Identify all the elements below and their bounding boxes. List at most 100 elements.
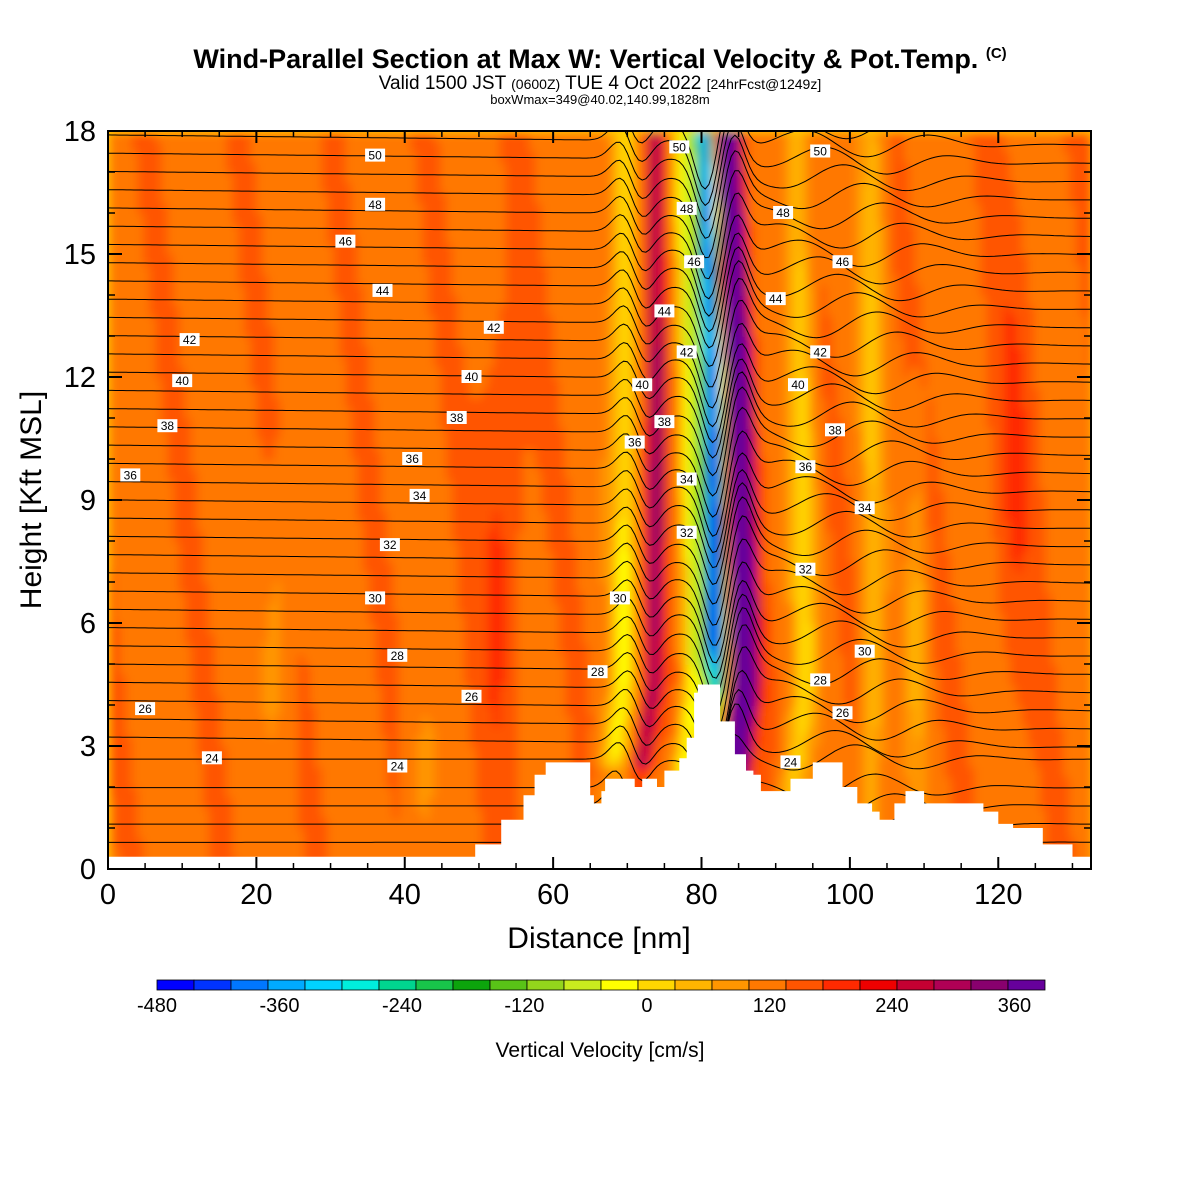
velocity-cell [113, 797, 121, 809]
velocity-cell [173, 551, 180, 563]
velocity-cell [470, 172, 477, 184]
velocity-cell [167, 807, 175, 819]
velocity-cell [238, 848, 246, 860]
velocity-cell [369, 172, 376, 184]
velocity-cell [167, 612, 175, 624]
velocity-cell [238, 674, 246, 686]
velocity-cell [369, 725, 376, 737]
velocity-cell [505, 776, 513, 788]
velocity-cell [262, 551, 269, 563]
velocity-cell [161, 264, 169, 276]
velocity-cell [280, 561, 287, 573]
velocity-cell [446, 305, 453, 317]
velocity-cell [155, 684, 163, 696]
velocity-cell [375, 776, 382, 788]
velocity-cell [428, 141, 436, 153]
velocity-cell [137, 500, 145, 512]
velocity-cell [131, 325, 139, 337]
velocity-cell [244, 715, 252, 727]
velocity-cell [499, 407, 507, 419]
velocity-cell [487, 817, 495, 829]
velocity-cell [226, 582, 234, 594]
velocity-cell [351, 633, 358, 645]
velocity-cell [297, 284, 305, 296]
velocity-cell [410, 541, 418, 553]
velocity-cell [113, 151, 121, 163]
velocity-cell [286, 592, 293, 604]
velocity-cell [203, 469, 210, 481]
velocity-cell [404, 612, 412, 624]
velocity-cell [125, 725, 133, 737]
velocity-cell [173, 838, 180, 850]
velocity-cell [321, 366, 329, 378]
velocity-cell [398, 817, 406, 829]
velocity-cell [297, 325, 305, 337]
velocity-cell [119, 438, 127, 450]
velocity-cell [214, 387, 222, 399]
velocity-cell [333, 284, 341, 296]
velocity-cell [280, 848, 287, 860]
velocity-cell [464, 243, 471, 255]
velocity-cell [131, 664, 139, 676]
velocity-cell [470, 838, 477, 850]
velocity-cell [493, 592, 501, 604]
velocity-cell [108, 797, 115, 809]
velocity-cell [149, 254, 157, 266]
velocity-cell [185, 295, 192, 307]
velocity-cell [345, 489, 353, 501]
velocity-cell [315, 192, 323, 204]
velocity-cell [185, 192, 192, 204]
velocity-cell [345, 653, 353, 665]
velocity-cell [250, 592, 258, 604]
velocity-cell [434, 448, 442, 460]
velocity-cell [161, 172, 169, 184]
velocity-cell [386, 172, 394, 184]
velocity-cell [256, 264, 264, 276]
velocity-cell [464, 161, 471, 173]
velocity-cell [499, 592, 507, 604]
velocity-cell [422, 776, 430, 788]
velocity-cell [185, 674, 192, 686]
velocity-cell [369, 530, 376, 542]
velocity-cell [476, 787, 483, 799]
velocity-cell [203, 233, 210, 245]
velocity-cell [108, 377, 115, 389]
velocity-cell [108, 807, 115, 819]
velocity-cell [131, 807, 139, 819]
velocity-cell [256, 243, 264, 255]
velocity-cell [309, 233, 317, 245]
velocity-cell [505, 582, 513, 594]
velocity-cell [220, 817, 228, 829]
velocity-cell [238, 520, 246, 532]
velocity-cell [386, 602, 394, 614]
velocity-cell [339, 213, 347, 225]
velocity-cell [440, 366, 448, 378]
velocity-cell [173, 541, 180, 553]
velocity-cell [452, 346, 459, 358]
velocity-cell [309, 787, 317, 799]
velocity-cell [321, 571, 329, 583]
velocity-cell [404, 428, 412, 440]
velocity-cell [351, 725, 358, 737]
velocity-cell [220, 643, 228, 655]
velocity-cell [292, 182, 299, 194]
velocity-cell [386, 295, 394, 307]
velocity-cell [416, 213, 424, 225]
velocity-cell [226, 643, 234, 655]
velocity-cell [505, 612, 513, 624]
velocity-cell [464, 715, 471, 727]
velocity-cell [280, 469, 287, 481]
velocity-cell [327, 295, 335, 307]
velocity-cell [137, 356, 145, 368]
velocity-cell [410, 828, 418, 840]
velocity-cell [386, 500, 394, 512]
velocity-cell [511, 161, 519, 173]
velocity-cell [404, 838, 412, 850]
velocity-cell [434, 233, 442, 245]
velocity-cell [167, 243, 175, 255]
velocity-cell [470, 674, 477, 686]
velocity-cell [137, 489, 145, 501]
velocity-cell [315, 489, 323, 501]
velocity-cell [422, 264, 430, 276]
velocity-cell [458, 787, 465, 799]
